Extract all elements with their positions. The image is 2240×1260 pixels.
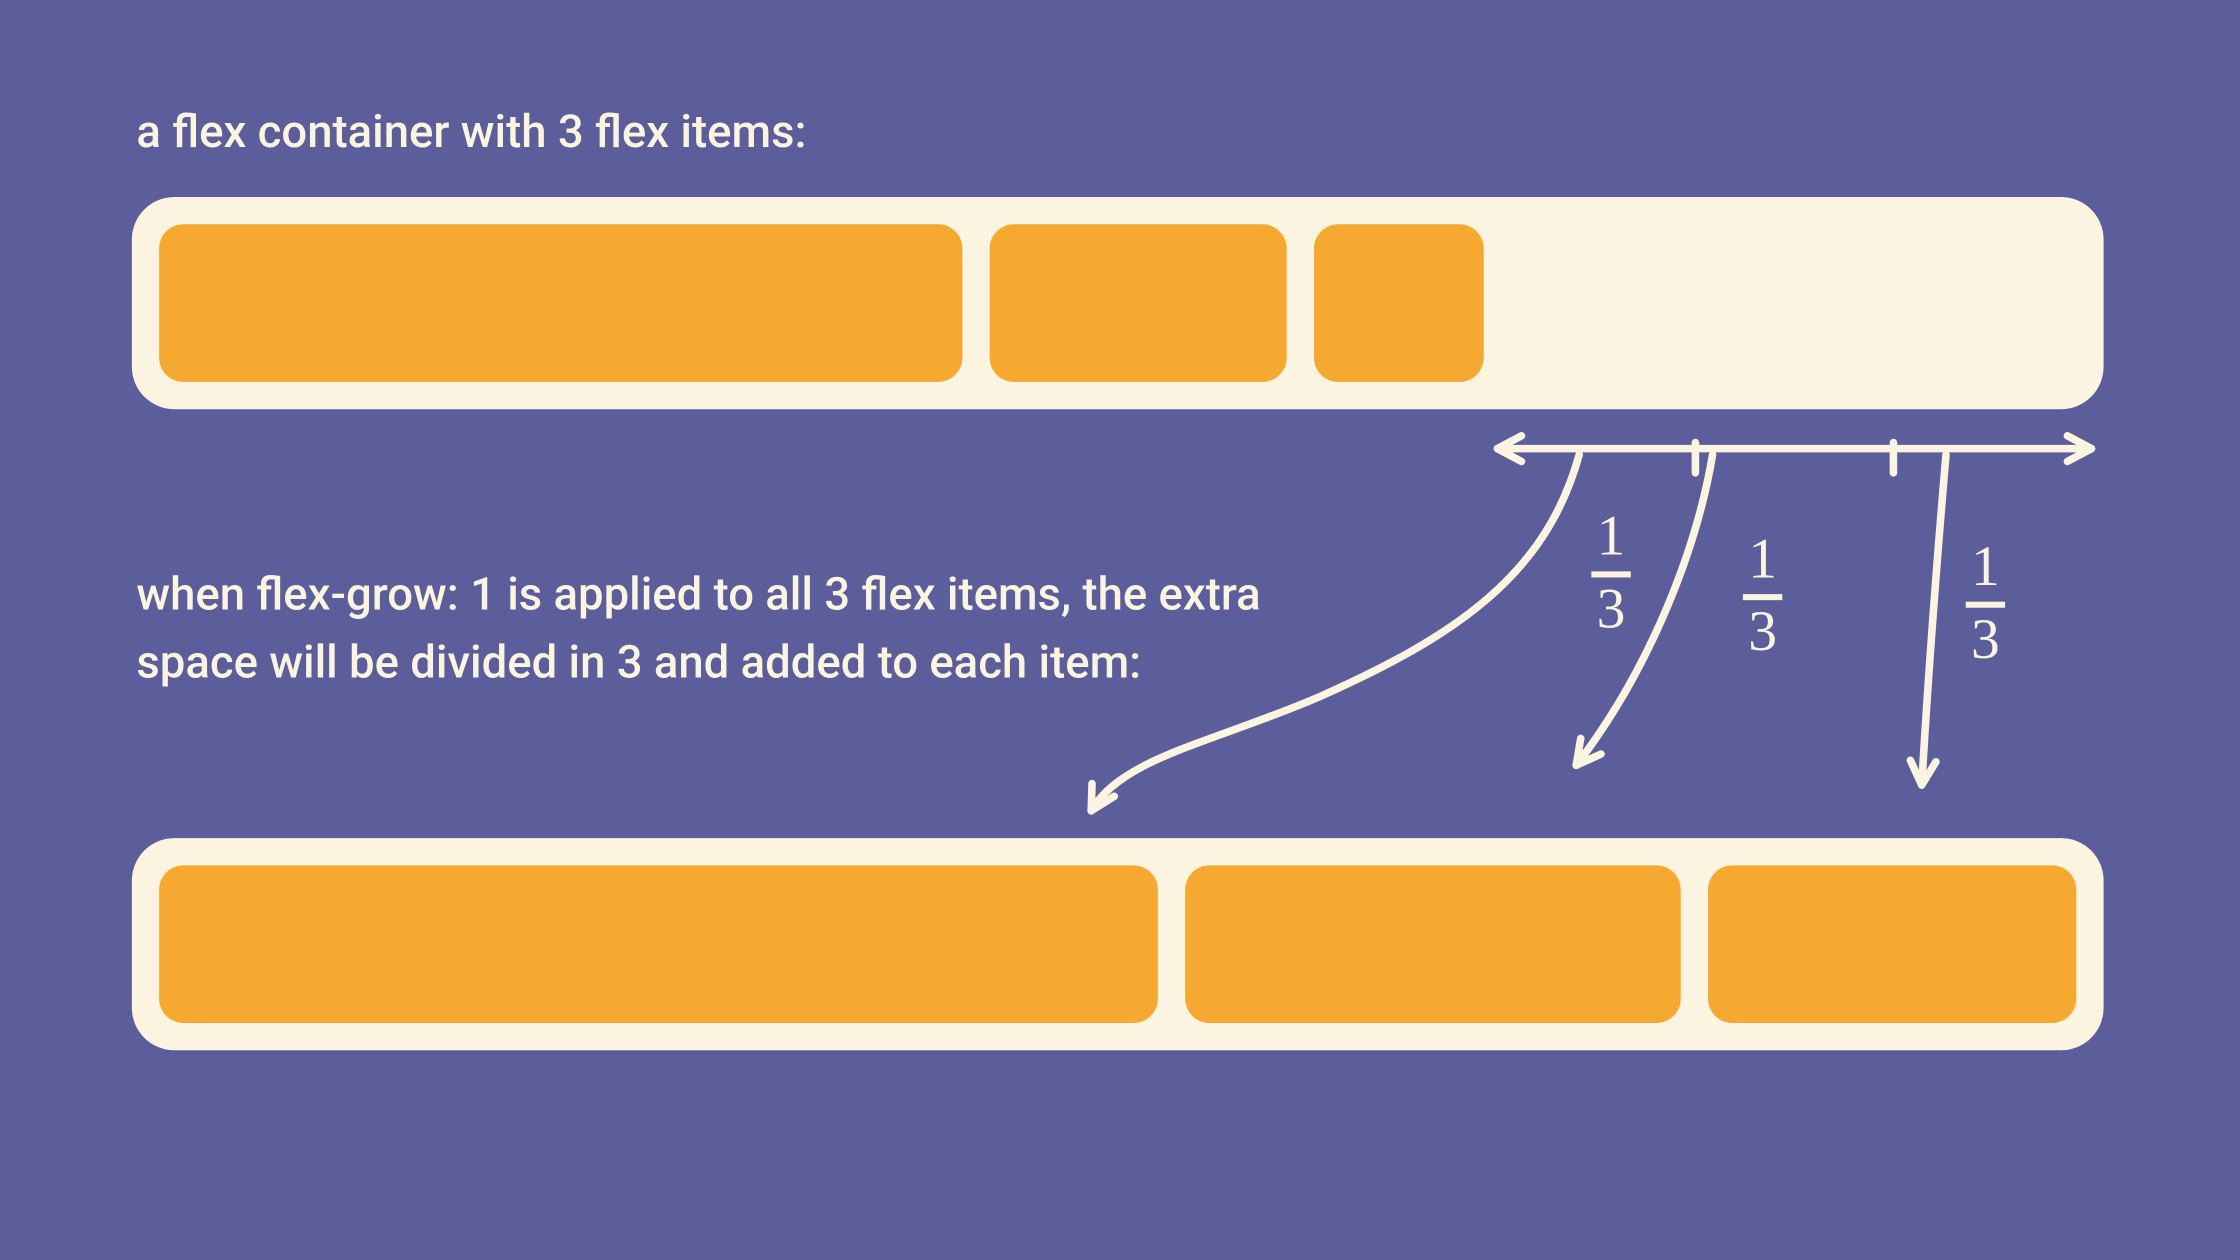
flex-item <box>1707 865 2076 1023</box>
flex-item <box>1314 224 1484 382</box>
fraction-label: 13 <box>1743 530 1782 663</box>
flex-item <box>159 865 1157 1023</box>
fraction-label: 13 <box>1966 538 2005 671</box>
flex-container-before <box>132 197 2104 409</box>
flex-item <box>990 224 1287 382</box>
heading-label-2: when flex-grow: 1 is applied to all 3 fl… <box>136 561 1303 697</box>
fraction-label: 13 <box>1591 508 1630 641</box>
flex-item <box>1185 865 1680 1023</box>
heading-label-1: a flex container with 3 flex items: <box>136 99 806 167</box>
flex-container-after <box>132 838 2104 1050</box>
flex-item <box>159 224 962 382</box>
